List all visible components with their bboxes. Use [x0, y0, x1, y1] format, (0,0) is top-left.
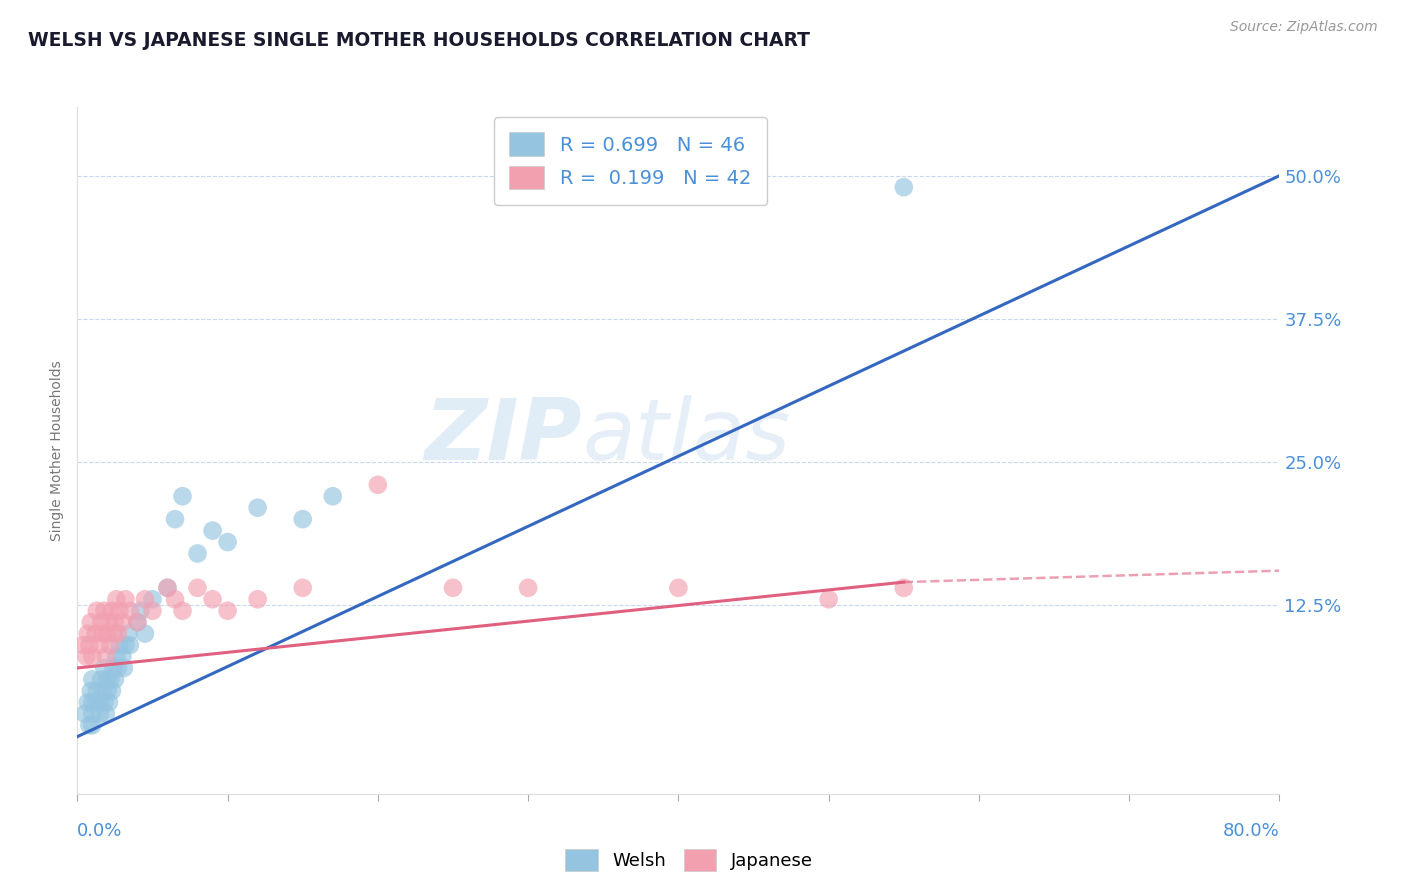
Legend: R = 0.699   N = 46, R =  0.199   N = 42: R = 0.699 N = 46, R = 0.199 N = 42: [494, 117, 766, 205]
Point: [104, 615, 127, 630]
Point: [96, 626, 118, 640]
Point: [134, 592, 156, 607]
Point: [103, 626, 125, 640]
Point: [82, 649, 104, 664]
Point: [246, 592, 269, 607]
Point: [89, 695, 111, 709]
Point: [97, 695, 120, 709]
Point: [82, 673, 104, 687]
Point: [73, 706, 96, 721]
Text: Source: ZipAtlas.com: Source: ZipAtlas.com: [1230, 20, 1378, 34]
Point: [80, 683, 103, 698]
Point: [86, 604, 108, 618]
Point: [93, 661, 115, 675]
Point: [187, 546, 209, 561]
Point: [90, 615, 112, 630]
Point: [100, 638, 122, 652]
Point: [107, 626, 129, 640]
Point: [93, 695, 115, 709]
Point: [127, 615, 149, 630]
Point: [82, 706, 104, 721]
Point: [97, 615, 120, 630]
Point: [517, 581, 540, 595]
Point: [117, 626, 139, 640]
Point: [893, 581, 915, 595]
Point: [111, 649, 134, 664]
Point: [114, 592, 136, 607]
Point: [90, 673, 112, 687]
Point: [111, 615, 134, 630]
Point: [217, 604, 239, 618]
Point: [172, 604, 194, 618]
Point: [96, 673, 118, 687]
Point: [187, 581, 209, 595]
Legend: Welsh, Japanese: Welsh, Japanese: [558, 842, 820, 879]
Point: [163, 512, 186, 526]
Point: [82, 695, 104, 709]
Point: [105, 649, 128, 664]
Point: [86, 683, 108, 698]
Point: [817, 592, 839, 607]
Point: [79, 718, 101, 732]
Point: [112, 661, 135, 675]
Point: [127, 615, 149, 630]
Point: [141, 604, 163, 618]
Point: [101, 604, 124, 618]
Text: ZIP: ZIP: [425, 395, 582, 478]
Point: [94, 649, 117, 664]
Point: [201, 592, 224, 607]
Point: [893, 180, 915, 194]
Point: [104, 673, 127, 687]
Point: [108, 638, 131, 652]
Point: [217, 535, 239, 549]
Text: WELSH VS JAPANESE SINGLE MOTHER HOUSEHOLDS CORRELATION CHART: WELSH VS JAPANESE SINGLE MOTHER HOUSEHOL…: [28, 31, 810, 50]
Point: [201, 524, 224, 538]
Point: [141, 592, 163, 607]
Point: [76, 695, 98, 709]
Point: [441, 581, 464, 595]
Point: [129, 604, 152, 618]
Point: [107, 661, 129, 675]
Point: [108, 604, 131, 618]
Point: [367, 478, 389, 492]
Point: [118, 638, 141, 652]
Point: [82, 718, 104, 732]
Point: [93, 604, 115, 618]
Point: [156, 581, 179, 595]
Point: [76, 626, 98, 640]
Point: [100, 673, 122, 687]
Point: [94, 706, 117, 721]
Point: [322, 489, 344, 503]
Point: [75, 649, 97, 664]
Point: [84, 626, 107, 640]
Point: [668, 581, 690, 595]
Point: [105, 592, 128, 607]
Point: [291, 581, 314, 595]
Point: [89, 706, 111, 721]
Point: [156, 581, 179, 595]
Text: atlas: atlas: [582, 395, 790, 478]
Y-axis label: Single Mother Households: Single Mother Households: [51, 360, 65, 541]
Point: [103, 661, 125, 675]
Point: [89, 638, 111, 652]
Point: [134, 626, 156, 640]
Point: [91, 626, 114, 640]
Point: [246, 500, 269, 515]
Point: [163, 592, 186, 607]
Point: [79, 638, 101, 652]
Point: [114, 638, 136, 652]
Point: [291, 512, 314, 526]
Point: [72, 638, 94, 652]
Point: [172, 489, 194, 503]
Point: [101, 683, 124, 698]
Text: 80.0%: 80.0%: [1223, 822, 1279, 840]
Point: [96, 683, 118, 698]
Point: [91, 683, 114, 698]
Point: [118, 604, 141, 618]
Point: [80, 615, 103, 630]
Point: [84, 695, 107, 709]
Text: 0.0%: 0.0%: [77, 822, 122, 840]
